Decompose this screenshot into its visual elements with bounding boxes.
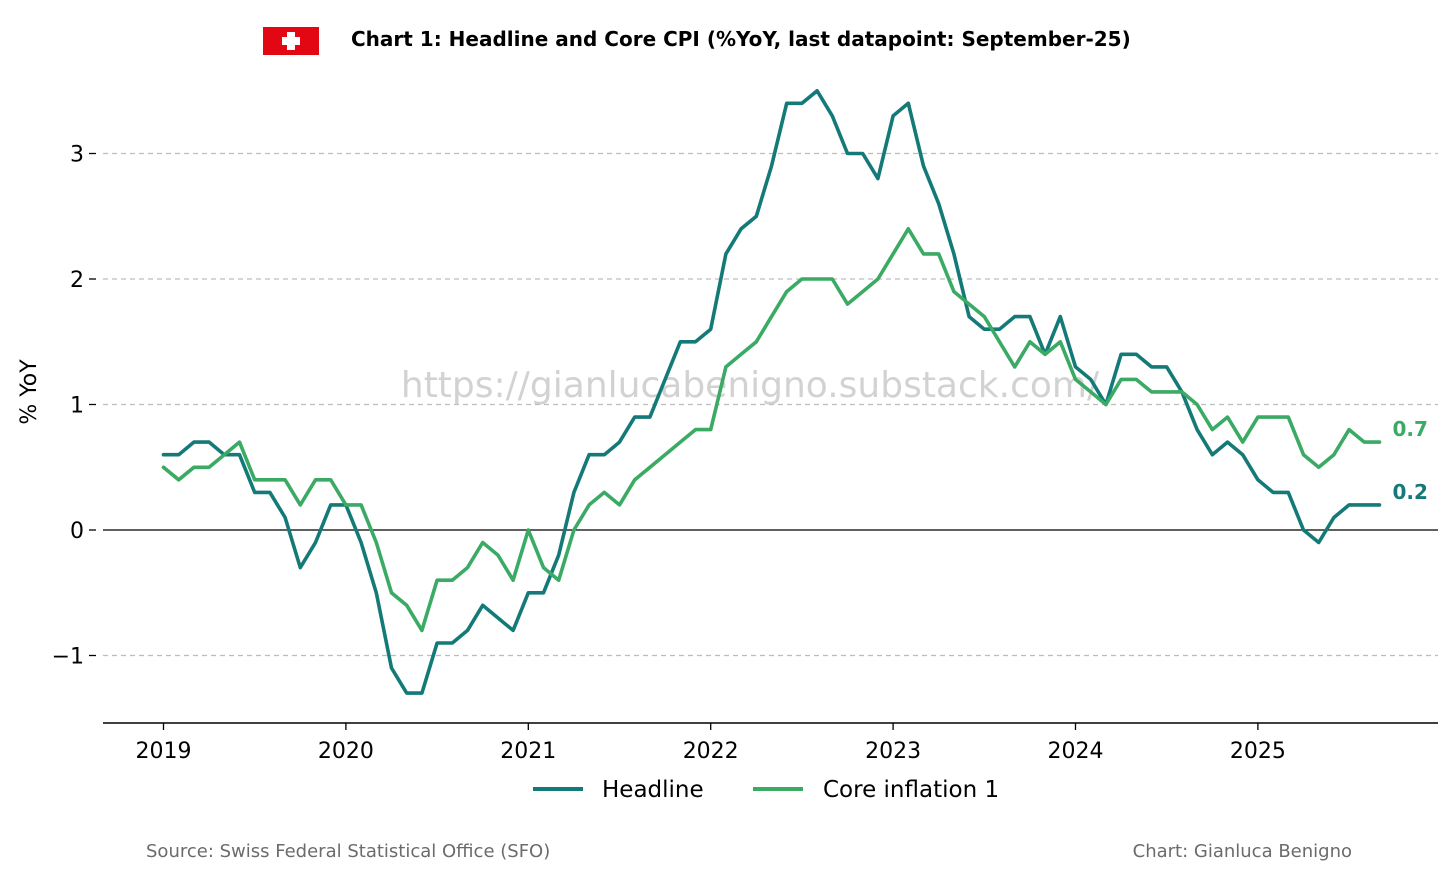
- chart-title: Chart 1: Headline and Core CPI (%YoY, la…: [351, 27, 1131, 51]
- y-tick-label: 0: [70, 519, 84, 544]
- x-tick-label: 2025: [1230, 739, 1286, 764]
- x-tick-label: 2021: [500, 739, 556, 764]
- legend: Headline Core inflation 1: [533, 777, 999, 803]
- y-tick-label: −1: [52, 645, 84, 670]
- series-line-headline: [161, 89, 1382, 695]
- y-axis-label: % YoY: [17, 359, 42, 425]
- source-note: Source: Swiss Federal Statistical Office…: [146, 841, 550, 862]
- x-tick-label: 2023: [865, 739, 921, 764]
- y-tick-label: 3: [70, 143, 84, 168]
- y-tick-label: 1: [70, 394, 84, 419]
- x-tick-label: 2022: [683, 739, 739, 764]
- end-labels: 0.2 0.7: [1393, 417, 1428, 504]
- watermark-text: https://gianlucabenigno.substack.com/: [401, 365, 1100, 406]
- end-label-core-inflation: 0.7: [1393, 417, 1428, 441]
- x-tick-label: 2024: [1048, 739, 1104, 764]
- x-tick-label: 2020: [318, 739, 374, 764]
- swiss-flag-icon: [263, 27, 319, 55]
- chart-credit: Chart: Gianluca Benigno: [1133, 841, 1352, 862]
- series-lines: [161, 89, 1382, 695]
- x-tick-label: 2019: [136, 739, 192, 764]
- end-label-headline: 0.2: [1393, 480, 1428, 504]
- legend-label-core-inflation: Core inflation 1: [823, 777, 999, 803]
- legend-label-headline: Headline: [602, 777, 704, 803]
- y-axis-ticks: −1 0 1 2 3: [52, 143, 96, 670]
- gridlines: [103, 152, 1438, 657]
- y-tick-label: 2: [70, 268, 84, 293]
- series-line-core-inflation: [161, 227, 1382, 633]
- x-axis-ticks: 2019 2020 2021 2022 2023 2024 2025: [136, 723, 1286, 764]
